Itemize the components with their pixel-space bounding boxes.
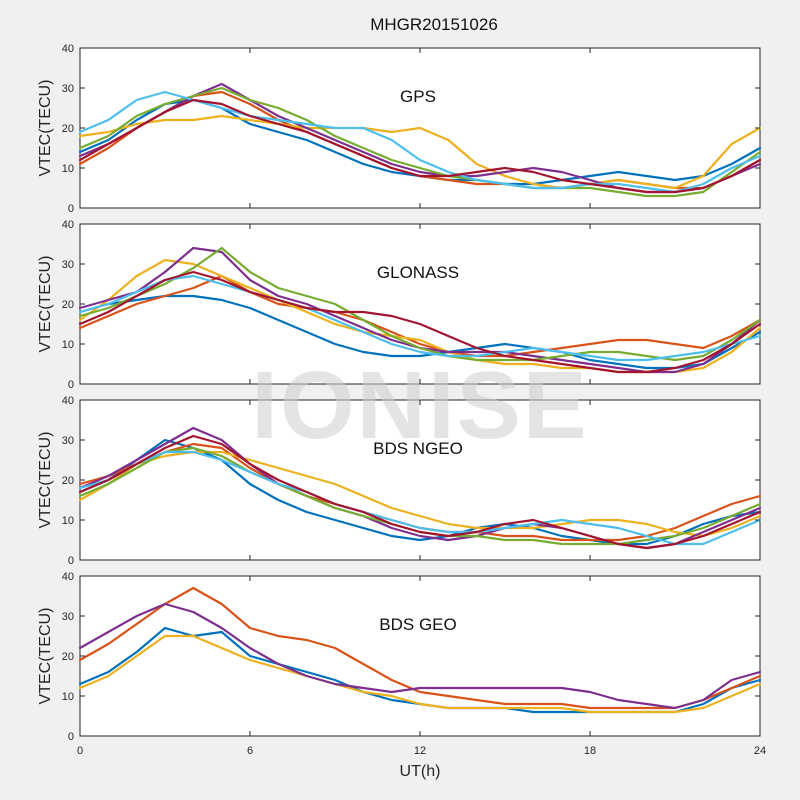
figure-title: MHGR20151026 [370,15,498,34]
y-tick-label: 0 [68,555,74,567]
y-tick-label: 20 [62,123,74,135]
y-tick-label: 20 [62,651,74,663]
series-line-2 [78,114,762,190]
y-tick-label: 40 [62,43,74,55]
y-tick-label: 10 [62,515,74,527]
x-tick-label: 18 [584,745,596,757]
panel-1: 0 10 20 30 40 VTEC(TECU) GLONASS [37,219,762,391]
panel-2: 0 10 20 30 40 VTEC(TECU) BDS NGEO [37,395,762,567]
y-tick-label: 20 [62,475,74,487]
y-tick-label: 10 [62,163,74,175]
y-axis-label: VTEC(TECU) [37,608,54,705]
x-tick-label: 24 [754,745,766,757]
y-tick-label: 10 [62,339,74,351]
series-line-5 [78,274,762,362]
y-axis-label: VTEC(TECU) [37,256,54,353]
series-line-6 [78,98,762,194]
panel-0: 0 10 20 30 40 VTEC(TECU) GPS [37,43,762,215]
panel-label: GLONASS [377,263,459,282]
x-tick-label: 0 [77,745,83,757]
y-tick-label: 30 [62,83,74,95]
y-tick-label: 0 [68,731,74,743]
series-line-5 [78,450,762,546]
panel-3: 0 10 20 30 40 0 6 12 18 24 VTEC(TECU) BDS GEO [37,571,766,757]
panel-label: BDS GEO [379,615,456,634]
x-axis-label: UT(h) [400,763,441,780]
y-tick-label: 0 [68,203,74,215]
panel-label: BDS NGEO [373,439,463,458]
series-line-6 [78,434,762,550]
y-axis-label: VTEC(TECU) [37,432,54,529]
y-tick-label: 40 [62,395,74,407]
watermark: IONISE [251,352,588,459]
y-tick-label: 40 [62,219,74,231]
series-line-0 [78,294,762,370]
y-tick-label: 10 [62,691,74,703]
y-tick-label: 20 [62,299,74,311]
series-line-1 [78,274,762,358]
series-line-1 [78,586,762,710]
series-line-4 [78,246,762,362]
panels: 0 10 20 30 40 VTEC(TECU) GPS 0 10 20 30 40 VTEC(TECU… [37,43,766,757]
x-tick-label: 12 [414,745,426,757]
series-line-3 [78,602,762,710]
y-tick-label: 30 [62,611,74,623]
axes-box [79,575,761,737]
series-line-4 [78,86,762,198]
series-line-2 [78,634,762,714]
series-line-6 [78,270,762,374]
y-tick-label: 0 [68,379,74,391]
axes-box [79,399,761,561]
x-tick-label: 6 [247,745,253,757]
y-tick-label: 40 [62,571,74,583]
y-tick-label: 30 [62,259,74,271]
panel-label: GPS [400,87,436,106]
y-tick-label: 30 [62,435,74,447]
y-axis-label: VTEC(TECU) [37,80,54,177]
